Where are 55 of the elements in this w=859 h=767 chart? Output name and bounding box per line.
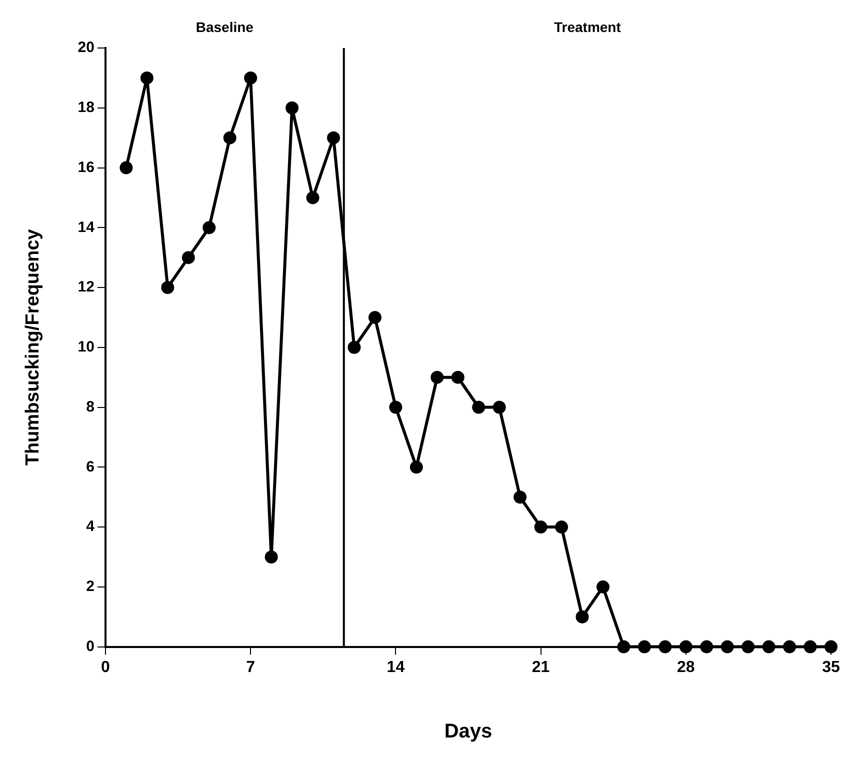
- point: [720, 640, 734, 654]
- point: [514, 490, 527, 504]
- point: [306, 191, 320, 204]
- point: [451, 370, 464, 384]
- point: [410, 460, 423, 474]
- point: [223, 131, 236, 144]
- point: [348, 340, 361, 354]
- point: [596, 580, 610, 594]
- y-tick-label: 0: [86, 638, 94, 655]
- point: [430, 370, 444, 384]
- point: [161, 281, 174, 294]
- point: [783, 640, 796, 654]
- point: [762, 640, 776, 654]
- point: [244, 71, 258, 84]
- y-tick-label: 16: [78, 158, 94, 176]
- x-tick-label: 35: [822, 658, 840, 676]
- point: [555, 520, 568, 534]
- point: [286, 101, 299, 114]
- x-axis-title: Days: [444, 720, 492, 743]
- point: [658, 640, 672, 654]
- x-tick-label: 14: [386, 658, 405, 676]
- text: Treatment: [554, 19, 622, 35]
- point: [389, 400, 402, 414]
- point: [140, 71, 154, 84]
- x-tick-label: 28: [677, 658, 695, 676]
- point: [492, 400, 506, 414]
- y-tick-label: 4: [86, 518, 96, 536]
- point: [576, 610, 589, 624]
- x-tick-label: 21: [532, 658, 550, 676]
- y-tick-label: 20: [78, 39, 94, 56]
- point: [742, 640, 755, 654]
- point: [202, 221, 216, 234]
- point: [617, 640, 630, 654]
- point: [700, 640, 714, 654]
- point: [804, 640, 817, 654]
- y-tick-label: 8: [86, 398, 94, 416]
- y-tick-label: 12: [78, 278, 94, 296]
- y-tick-label: 10: [78, 338, 94, 356]
- point: [368, 310, 382, 324]
- point: [638, 640, 651, 654]
- y-tick-label: 18: [78, 99, 94, 116]
- point: [264, 550, 278, 564]
- point: [327, 131, 340, 144]
- y-tick-label: 14: [78, 218, 96, 236]
- point: [472, 400, 486, 414]
- point: [679, 640, 692, 654]
- x-tick-label: 7: [246, 658, 256, 676]
- x-tick-label: 0: [101, 658, 110, 676]
- y-axis-title: Thumbsucking/Frequency: [22, 228, 44, 466]
- text: Baseline: [196, 19, 254, 35]
- y-tick-label: 2: [86, 578, 94, 596]
- point: [182, 251, 195, 264]
- point: [534, 520, 548, 534]
- point: [120, 161, 133, 174]
- y-tick-label: 6: [86, 458, 94, 476]
